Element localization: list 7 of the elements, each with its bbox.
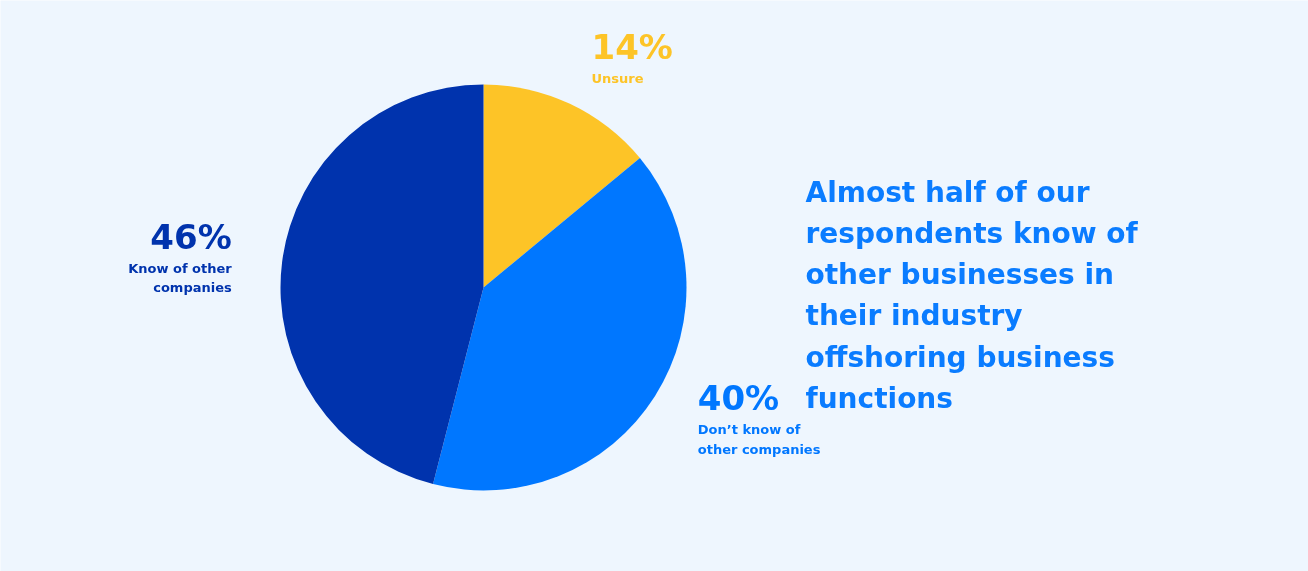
text: Almost half of our respondents know of other businesses in their industry offshoring business functions <box>805 175 1139 415</box>
slice-label: Unsure <box>591 71 644 87</box>
data-label: 14% <box>591 27 673 68</box>
data-label: 40% <box>697 378 780 419</box>
data-label: 46% <box>150 216 232 257</box>
slice-label: Know of other companies <box>128 260 233 296</box>
slice-label: Don’t know of other companies <box>697 422 821 457</box>
